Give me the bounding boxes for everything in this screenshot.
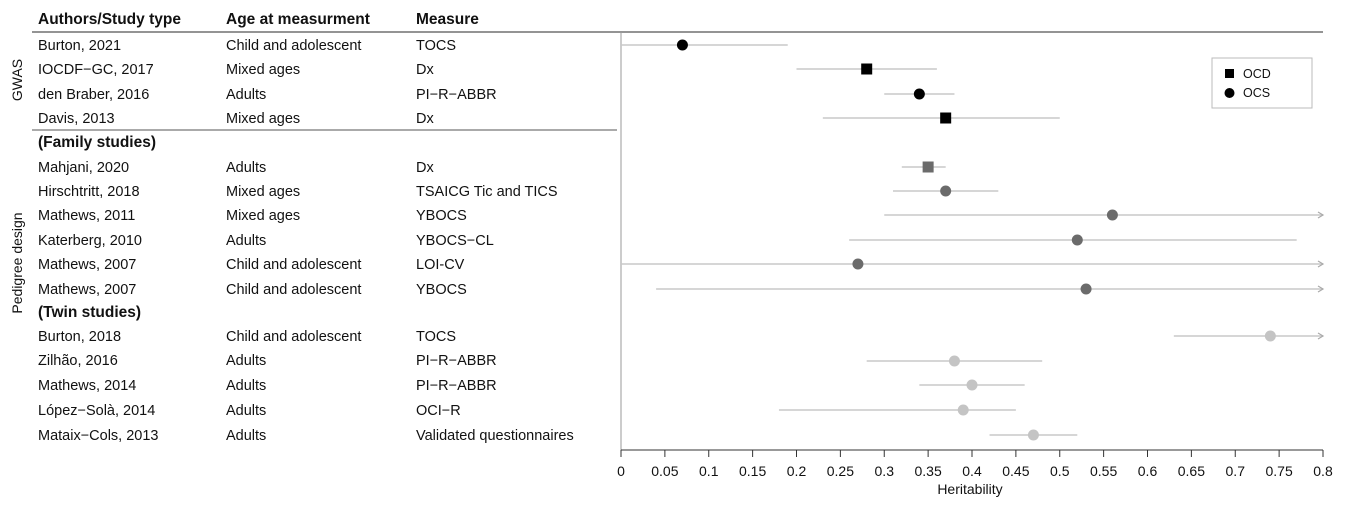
- row-age: Child and adolescent: [226, 282, 362, 298]
- x-tick-label: 0.15: [739, 463, 766, 479]
- x-tick-label: 0.25: [827, 463, 854, 479]
- row-measure: YBOCS−CL: [416, 233, 494, 249]
- row-age: Adults: [226, 160, 267, 176]
- row-author: den Braber, 2016: [38, 87, 150, 103]
- row-author: Mathews, 2007: [38, 257, 137, 273]
- x-tick-label: 0.5: [1050, 463, 1070, 479]
- row-author: Mahjani, 2020: [38, 160, 130, 176]
- x-tick-label: 0.05: [651, 463, 678, 479]
- section-twin-studies: (Twin studies): [38, 304, 142, 321]
- point-circle: [913, 88, 925, 100]
- row-age: Adults: [226, 353, 267, 369]
- row-measure: Validated questionnaires: [416, 428, 574, 444]
- row-age: Mixed ages: [226, 184, 301, 200]
- x-tick-label: 0: [617, 463, 625, 479]
- row-author: Katerberg, 2010: [38, 233, 142, 249]
- row-age: Adults: [226, 428, 267, 444]
- section-family-studies: (Family studies): [38, 134, 156, 151]
- row-author: Mataix−Cols, 2013: [38, 428, 159, 444]
- row-age: Adults: [226, 378, 267, 394]
- header-authors: Authors/Study type: [38, 11, 181, 28]
- row-age: Child and adolescent: [226, 329, 362, 345]
- x-tick-label: 0.4: [962, 463, 982, 479]
- legend-box: [1211, 57, 1313, 109]
- ci-arrow: [1317, 211, 1325, 219]
- header-measure: Measure: [416, 11, 479, 28]
- row-author: Zilhão, 2016: [38, 353, 118, 369]
- row-author: López−Solà, 2014: [38, 403, 156, 419]
- row-author: IOCDF−GC, 2017: [38, 62, 154, 78]
- row-measure: PI−R−ABBR: [416, 353, 497, 369]
- row-measure: PI−R−ABBR: [416, 87, 497, 103]
- point-circle: [1071, 234, 1083, 246]
- row-measure: YBOCS: [416, 282, 467, 298]
- x-tick-label: 0.7: [1226, 463, 1246, 479]
- row-measure: YBOCS: [416, 208, 467, 224]
- x-tick-label: 0.55: [1090, 463, 1117, 479]
- row-age: Mixed ages: [226, 62, 301, 78]
- x-tick-label: 0.3: [875, 463, 895, 479]
- point-circle: [676, 39, 688, 51]
- point-square: [922, 161, 934, 173]
- row-measure: TOCS: [416, 329, 457, 345]
- x-tick-label: 0.2: [787, 463, 807, 479]
- header-age: Age at measurment: [226, 11, 370, 28]
- row-measure: OCI−R: [416, 403, 461, 419]
- point-circle: [957, 404, 969, 416]
- row-measure: TOCS: [416, 38, 457, 54]
- x-tick-label: 0.1: [699, 463, 719, 479]
- legend-circle-marker: [1224, 88, 1235, 98]
- point-circle: [1080, 283, 1092, 295]
- row-measure: TSAICG Tic and TICS: [416, 184, 558, 200]
- row-author: Burton, 2018: [38, 329, 122, 345]
- legend-label-ocs: OCS: [1243, 86, 1270, 100]
- row-age: Adults: [226, 233, 267, 249]
- row-measure: Dx: [416, 62, 434, 78]
- row-author: Mathews, 2011: [38, 208, 136, 224]
- row-author: Mathews, 2014: [38, 378, 137, 394]
- point-circle: [1264, 330, 1276, 342]
- point-circle: [966, 379, 978, 391]
- row-age: Mixed ages: [226, 208, 301, 224]
- row-measure: Dx: [416, 160, 434, 176]
- row-age: Adults: [226, 403, 267, 419]
- point-circle: [940, 185, 952, 197]
- row-age: Adults: [226, 87, 267, 103]
- row-age: Mixed ages: [226, 111, 301, 127]
- row-measure: LOI-CV: [416, 257, 465, 273]
- row-author: Davis, 2013: [38, 111, 115, 127]
- row-author: Hirschtritt, 2018: [38, 184, 140, 200]
- point-circle: [948, 355, 960, 367]
- point-circle: [852, 258, 864, 270]
- x-tick-label: 0.75: [1266, 463, 1293, 479]
- point-circle: [1027, 429, 1039, 441]
- legend-label-ocd: OCD: [1243, 67, 1271, 81]
- x-tick-label: 0.6: [1138, 463, 1158, 479]
- x-axis-label: Heritability: [937, 481, 1002, 497]
- row-age: Child and adolescent: [226, 257, 362, 273]
- point-square: [940, 112, 952, 124]
- point-circle: [1106, 209, 1118, 221]
- point-square: [861, 63, 873, 75]
- row-author: Mathews, 2007: [38, 282, 137, 298]
- legend-square-marker: [1225, 69, 1234, 78]
- x-tick-label: 0.8: [1313, 463, 1333, 479]
- ci-arrow: [1317, 260, 1325, 268]
- row-measure: Dx: [416, 111, 434, 127]
- row-age: Child and adolescent: [226, 38, 362, 54]
- ci-arrow: [1317, 285, 1325, 293]
- x-tick-label: 0.45: [1002, 463, 1029, 479]
- row-author: Burton, 2021: [38, 38, 122, 54]
- x-tick-label: 0.35: [915, 463, 942, 479]
- x-tick-label: 0.65: [1178, 463, 1205, 479]
- row-measure: PI−R−ABBR: [416, 378, 497, 394]
- ci-arrow: [1317, 332, 1325, 340]
